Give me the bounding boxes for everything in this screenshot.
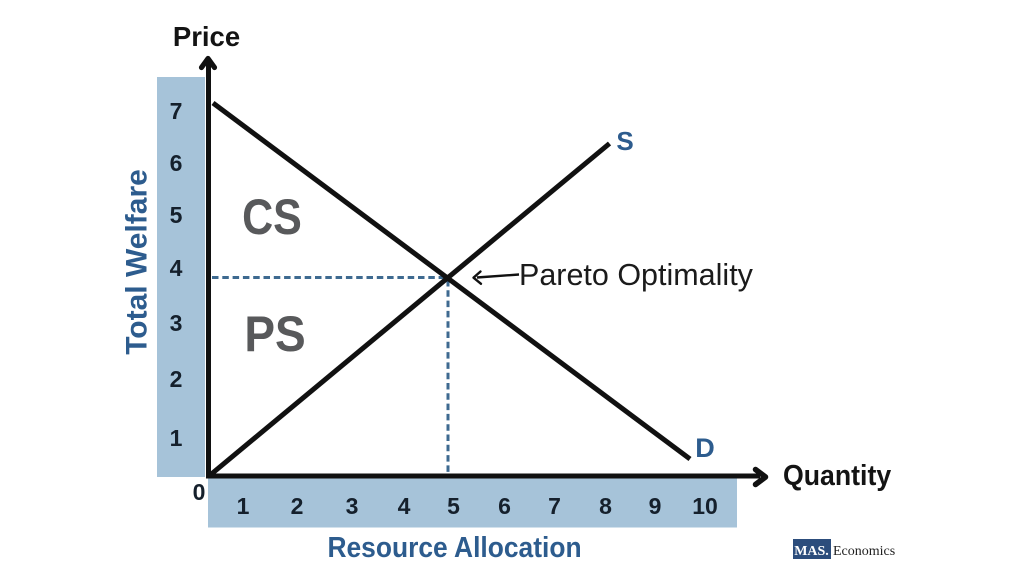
svg-text:MAS.: MAS. bbox=[794, 544, 829, 559]
svg-text:6: 6 bbox=[170, 150, 183, 176]
svg-text:5: 5 bbox=[170, 202, 183, 228]
svg-text:5: 5 bbox=[447, 493, 460, 519]
svg-text:Economics: Economics bbox=[833, 544, 895, 559]
svg-text:4: 4 bbox=[170, 255, 183, 281]
svg-text:7: 7 bbox=[548, 493, 561, 519]
svg-text:D: D bbox=[695, 433, 715, 463]
svg-text:3: 3 bbox=[346, 493, 359, 519]
svg-text:Quantity: Quantity bbox=[783, 459, 892, 491]
svg-text:1: 1 bbox=[170, 425, 183, 451]
svg-text:Resource Allocation: Resource Allocation bbox=[327, 531, 581, 563]
svg-text:PS: PS bbox=[244, 307, 305, 362]
svg-text:6: 6 bbox=[498, 493, 511, 519]
svg-text:3: 3 bbox=[170, 310, 183, 336]
svg-text:Pareto Optimality: Pareto Optimality bbox=[519, 258, 754, 292]
svg-text:2: 2 bbox=[170, 366, 183, 392]
svg-text:8: 8 bbox=[599, 493, 612, 519]
svg-text:Total Welfare: Total Welfare bbox=[121, 169, 154, 355]
svg-text:1: 1 bbox=[237, 493, 250, 519]
svg-text:2: 2 bbox=[291, 493, 304, 519]
svg-text:4: 4 bbox=[398, 493, 411, 519]
svg-text:Price: Price bbox=[173, 21, 240, 52]
svg-text:10: 10 bbox=[692, 493, 718, 519]
svg-text:S: S bbox=[616, 126, 633, 156]
svg-text:9: 9 bbox=[649, 493, 662, 519]
svg-text:0: 0 bbox=[193, 479, 206, 505]
svg-text:7: 7 bbox=[170, 98, 183, 124]
svg-text:CS: CS bbox=[242, 189, 302, 245]
